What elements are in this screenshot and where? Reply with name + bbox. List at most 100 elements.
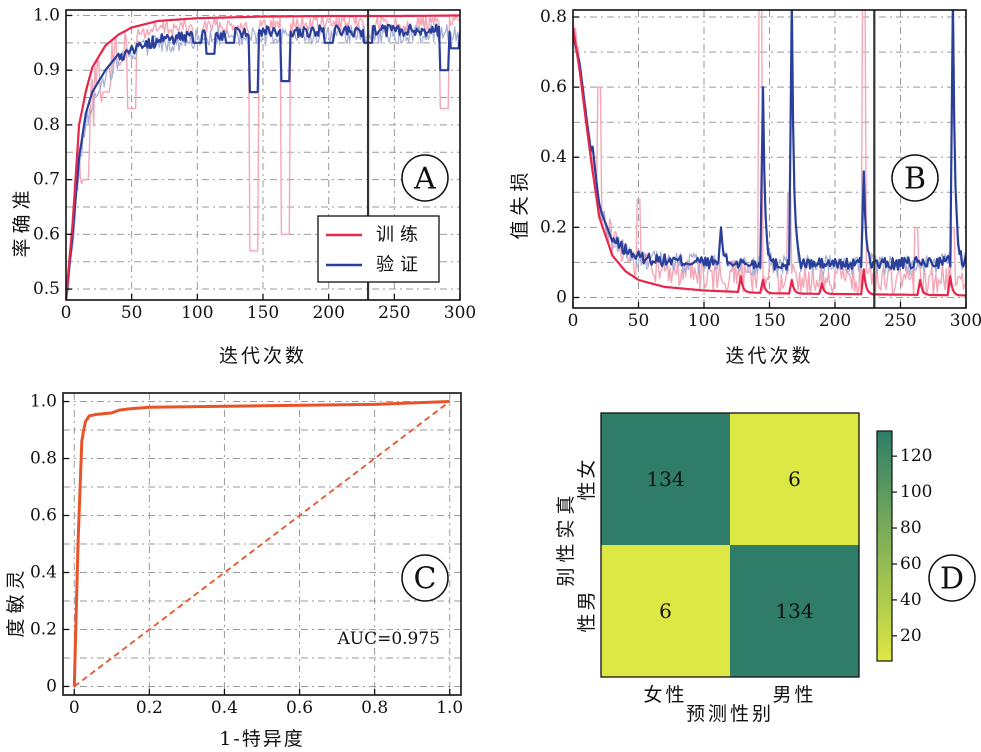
b-plot-area <box>573 10 966 297</box>
d-colorbar-tick-label: 20 <box>900 626 922 646</box>
b-letter-circle <box>891 154 939 202</box>
d-frame <box>600 412 860 678</box>
a-ytick-label: 0.5 <box>33 279 60 299</box>
a-legend-box <box>317 215 440 283</box>
a-ytick-label: 0.7 <box>33 170 60 190</box>
d-cell <box>730 545 859 677</box>
d-ylabel-char: 实 <box>555 519 577 538</box>
b-xtick-label: 200 <box>819 311 851 331</box>
c-series-roc <box>72 400 450 687</box>
a-series-val-raw <box>66 23 460 300</box>
panel-b-loss-chart: 0 50 100 150 200 250 300 0 0.2 0.4 0.6 0.8 迭代次数 损失值 B <box>509 7 981 367</box>
c-xtick-label: 0 <box>69 698 80 718</box>
c-letter: C <box>414 562 437 597</box>
panel-a-accuracy-chart: 0 50 100 150 200 250 300 0.5 0.6 0.7 0.8 0.9 1.0 迭代次数… <box>11 5 476 367</box>
b-ytick-label: 0.2 <box>540 217 567 237</box>
d-ylabel-char: 真 <box>555 495 577 514</box>
a-ylabel-char: 准 <box>11 190 33 209</box>
c-ytick-label: 0.6 <box>30 506 57 526</box>
d-colorbar-tick-label: 120 <box>900 446 932 466</box>
a-legend-train-label: 训练 <box>376 225 424 246</box>
c-xtick-label: 1.0 <box>436 698 463 718</box>
c-xtick-label: 0.2 <box>136 698 163 718</box>
d-cell-value: 6 <box>659 599 672 623</box>
a-xtick-label: 200 <box>312 303 344 323</box>
d-ycat-label-char: 男 <box>576 591 598 610</box>
a-xlabel: 迭代次数 <box>219 345 307 367</box>
b-xtick-label: 100 <box>688 311 720 331</box>
a-plot-area <box>66 14 460 300</box>
d-letter: D <box>940 562 964 597</box>
d-xlabel: 预测性别 <box>686 703 774 725</box>
d-ycat-label-char: 女 <box>576 459 598 478</box>
d-ylabel-char: 别 <box>555 567 577 586</box>
b-ytick-label: 0.6 <box>540 77 567 97</box>
c-auc-annotation: AUC=0.975 <box>336 629 440 649</box>
a-xtick-label: 250 <box>378 303 410 323</box>
b-series-val <box>573 10 966 271</box>
a-ytick-label: 1.0 <box>33 5 60 25</box>
b-ytick-label: 0 <box>556 287 567 307</box>
a-series-train-raw <box>66 14 460 300</box>
b-xtick-label: 250 <box>884 311 916 331</box>
c-xlabel: 1-特异度 <box>219 728 305 750</box>
b-series-train <box>573 27 966 297</box>
c-ytick-label: 0.2 <box>30 619 57 639</box>
a-xtick-label: 0 <box>61 303 72 323</box>
a-legend-val-label: 验证 <box>376 255 424 276</box>
b-ylabel-char: 值 <box>509 220 531 239</box>
a-xtick-label: 100 <box>181 303 213 323</box>
a-ytick-label: 0.6 <box>33 224 60 244</box>
c-ytick-label: 1.0 <box>30 392 57 412</box>
c-ylabel-char: 灵 <box>5 570 27 589</box>
d-xcat-label: 女性 <box>643 684 687 706</box>
c-series-diagonal <box>73 400 451 688</box>
b-xtick-label: 0 <box>568 311 579 331</box>
d-ylabel-char: 性 <box>555 543 577 562</box>
c-frame <box>62 392 462 696</box>
d-colorbar <box>876 430 893 662</box>
d-colorbar-tick-label: 80 <box>900 518 922 538</box>
a-series-train <box>66 14 460 300</box>
c-ytick-label: 0.8 <box>30 449 57 469</box>
a-xtick-label: 50 <box>121 303 143 323</box>
d-colorbar-tick-label: 60 <box>900 554 922 574</box>
c-xtick-label: 0.4 <box>211 698 238 718</box>
c-xtick-label: 0.8 <box>361 698 388 718</box>
a-xtick-label: 150 <box>247 303 279 323</box>
b-ytick-label: 0.4 <box>540 147 567 167</box>
a-ylabel: 准确率 <box>11 190 33 257</box>
d-ycat-label-char: 性 <box>576 481 598 500</box>
b-xtick-label: 150 <box>753 311 785 331</box>
d-ycat-label-char: 性 <box>576 613 598 632</box>
a-xtick-label: 300 <box>444 303 476 323</box>
d-letter-circle <box>928 554 976 602</box>
d-ycat-label: 女性 <box>576 459 598 500</box>
a-letter-circle <box>401 154 449 202</box>
d-ycat-label: 男性 <box>576 591 598 632</box>
d-cell <box>601 413 730 545</box>
d-cell-value: 6 <box>788 467 801 491</box>
b-xtick-label: 50 <box>628 311 650 331</box>
d-colorbar-tick-label: 40 <box>900 590 922 610</box>
panel-c-roc-chart: 0 0.2 0.4 0.6 0.8 1.0 0 0.2 0.4 0.6 0.8 1.0 1-特异度 灵敏度… <box>5 392 463 750</box>
d-colorbar-tick-label: 100 <box>900 482 932 502</box>
c-letter-circle <box>401 554 449 602</box>
a-ylabel-char: 率 <box>11 238 33 257</box>
d-cell-value: 134 <box>775 599 813 623</box>
c-ylabel-char: 敏 <box>5 594 27 613</box>
a-series-val <box>66 23 460 300</box>
b-letter: B <box>904 162 926 197</box>
b-ylabel-char: 损 <box>509 172 531 191</box>
b-xlabel: 迭代次数 <box>725 345 813 367</box>
d-xcat-label: 男性 <box>772 684 816 706</box>
c-xtick-label: 0.6 <box>286 698 313 718</box>
b-ytick-label: 0.8 <box>540 7 567 27</box>
c-ylabel: 灵敏度 <box>5 570 27 637</box>
b-ylabel-char: 失 <box>509 196 531 215</box>
d-cell-value: 134 <box>646 467 684 491</box>
